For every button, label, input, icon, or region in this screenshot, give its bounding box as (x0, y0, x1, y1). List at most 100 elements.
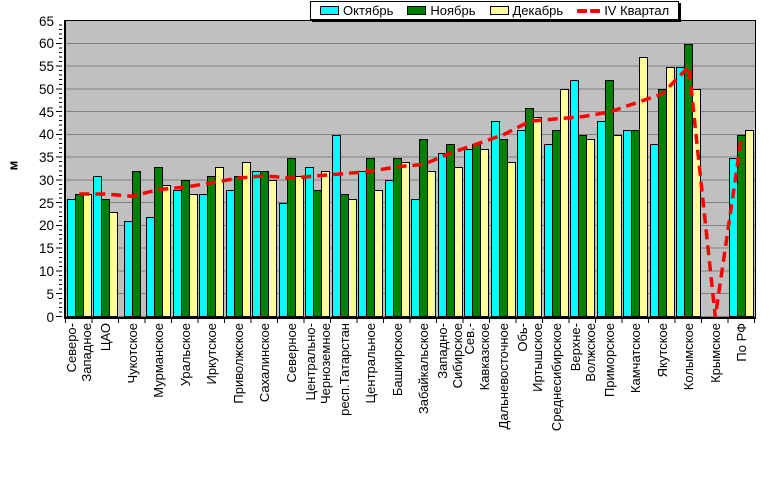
bar (559, 89, 569, 317)
bar (400, 162, 410, 317)
y-axis-title: м (5, 160, 21, 171)
x-axis-label: Центральное (363, 323, 379, 404)
category-slot (225, 21, 252, 317)
x-axis-label: Сев.- Кавказское (461, 323, 492, 391)
category-slot (331, 21, 358, 317)
category-slot (464, 21, 491, 317)
category-slot (702, 21, 729, 317)
y-axis-label: 35 (38, 150, 54, 166)
y-axis-major-ticks (56, 21, 62, 317)
x-axis-label: Сахалинское (257, 323, 273, 403)
y-axis-label: 5 (46, 286, 54, 302)
bar (612, 134, 622, 317)
category-slot (384, 21, 411, 317)
y-axis-label: 45 (38, 104, 54, 120)
category-slot (411, 21, 438, 317)
legend-item: Октябрь (320, 3, 393, 18)
bar (586, 139, 596, 317)
bar (294, 175, 304, 317)
x-axis-label: Верхне- Волжское (567, 323, 598, 382)
bar (533, 116, 543, 317)
plot-area (64, 20, 756, 319)
y-axis-label: 40 (38, 127, 54, 143)
category-slot (490, 21, 517, 317)
category-slot (517, 21, 544, 317)
bar (321, 171, 331, 317)
legend-label: Декабрь (512, 3, 564, 18)
legend-item: Декабрь (489, 3, 564, 18)
x-axis-label: Иркутское (204, 323, 220, 385)
x-axis-label: Западно- Сибирское (435, 323, 466, 389)
category-slot (596, 21, 623, 317)
legend-item: IV Квартал (577, 3, 669, 18)
y-axis-label: 0 (46, 309, 54, 325)
x-axis-label: Северное (283, 323, 299, 383)
x-axis-label: Центрально- Черноземное (302, 323, 333, 405)
category-slot (570, 21, 597, 317)
bar (427, 171, 437, 317)
category-slot (305, 21, 332, 317)
category-slot (199, 21, 226, 317)
bar (639, 57, 649, 317)
y-axis-label: 50 (38, 81, 54, 97)
y-axis-label: 20 (38, 218, 54, 234)
bar (665, 66, 675, 317)
y-axis-label: 65 (38, 13, 54, 29)
category-slot (676, 21, 703, 317)
x-axis-label: респ.Татарстан (336, 323, 352, 416)
x-axis-label: Крымское (707, 323, 723, 383)
legend-label: IV Квартал (604, 3, 670, 18)
legend-color-swatch (489, 6, 509, 15)
bar (453, 166, 463, 317)
legend-label: Ноябрь (430, 3, 476, 18)
category-slot (437, 21, 464, 317)
legend-color-swatch (407, 6, 427, 15)
x-axis-label: Колымское (681, 323, 697, 391)
bar (131, 171, 141, 317)
bar (268, 180, 278, 317)
category-slot (623, 21, 650, 317)
x-axis-label: Среднесибирское (548, 323, 564, 432)
category-slot (252, 21, 279, 317)
bar (374, 189, 384, 317)
x-axis-label: По РФ (734, 323, 750, 362)
category-slot (729, 21, 756, 317)
y-axis-label: 10 (38, 264, 54, 279)
legend-item: Ноябрь (407, 3, 476, 18)
legend-color-swatch (320, 6, 339, 15)
category-slot (93, 21, 120, 317)
category-slot (649, 21, 676, 317)
y-axis-label: 25 (38, 195, 54, 211)
x-axis-label: ЦАО (98, 323, 114, 352)
legend-label: Октябрь (343, 3, 394, 18)
category-slot (119, 21, 146, 317)
bar (480, 148, 490, 317)
x-axis-label: Башкирское (389, 323, 405, 397)
x-axis-ticks (65, 318, 755, 323)
x-axis-label: Северо- Западное (64, 323, 95, 382)
x-axis-label: Якутское (654, 323, 670, 378)
category-slot (358, 21, 385, 317)
bar (188, 194, 198, 317)
bar (162, 184, 172, 317)
x-axis-label: Приволжское (230, 323, 246, 404)
x-axis-label: Забайкальское (416, 323, 432, 415)
bars-layer (66, 21, 755, 317)
category-slot (543, 21, 570, 317)
x-axis-label: Обь- Иртышское (514, 323, 545, 392)
bar (109, 212, 119, 317)
y-axis-label: 60 (38, 36, 54, 52)
bar (241, 162, 251, 317)
chart-legend: Октябрь Ноябрь Декабрь IV Квартал (310, 1, 680, 20)
x-axis-label: Чукотское (124, 323, 140, 384)
bar (745, 130, 755, 317)
x-axis-label: Приморское (601, 323, 617, 398)
bar (347, 198, 357, 317)
bar (215, 166, 225, 317)
x-axis-label: Камчатское (628, 323, 644, 394)
x-axis-label: Дальневосточное (495, 323, 511, 430)
bar (506, 162, 516, 317)
y-axis-label: 30 (38, 172, 54, 188)
y-axis-label: 55 (38, 59, 54, 74)
